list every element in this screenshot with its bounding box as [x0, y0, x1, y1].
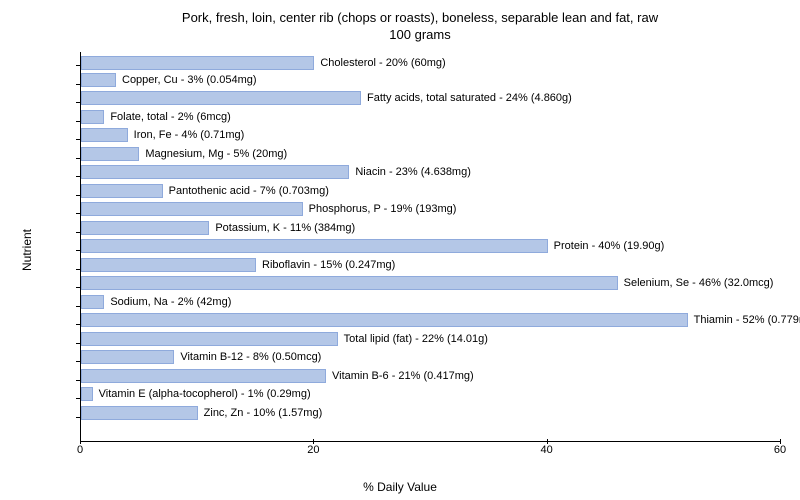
bar-label: Vitamin E (alpha-tocopherol) - 1% (0.29m…: [99, 388, 311, 400]
x-axis-label: % Daily Value: [363, 480, 437, 494]
bar-label: Phosphorus, P - 19% (193mg): [309, 203, 457, 215]
x-tick-label: 0: [77, 444, 83, 456]
bar-label: Vitamin B-12 - 8% (0.50mcg): [180, 351, 321, 363]
bar-row: Total lipid (fat) - 22% (14.01g): [81, 329, 780, 348]
bar: [81, 202, 303, 216]
bar: [81, 110, 104, 124]
bar-row: Iron, Fe - 4% (0.71mg): [81, 126, 780, 145]
bar: [81, 295, 104, 309]
bar: [81, 56, 314, 70]
x-axis-ticks: 0204060: [80, 444, 780, 464]
bar: [81, 350, 174, 364]
bar-row: Selenium, Se - 46% (32.0mcg): [81, 274, 780, 293]
bar-row: Vitamin B-6 - 21% (0.417mg): [81, 366, 780, 385]
bar-label: Zinc, Zn - 10% (1.57mg): [204, 407, 323, 419]
chart-title: Pork, fresh, loin, center rib (chops or …: [60, 10, 780, 44]
bar-label: Magnesium, Mg - 5% (20mg): [145, 148, 287, 160]
bar: [81, 73, 116, 87]
bar: [81, 332, 338, 346]
bar-row: Niacin - 23% (4.638mg): [81, 163, 780, 182]
bar-row: Pantothenic acid - 7% (0.703mg): [81, 181, 780, 200]
x-tick-mark: [80, 439, 81, 444]
bar-row: Cholesterol - 20% (60mg): [81, 52, 780, 71]
bar: [81, 147, 139, 161]
bar-row: Riboflavin - 15% (0.247mg): [81, 255, 780, 274]
bar: [81, 258, 256, 272]
bar: [81, 313, 688, 327]
bar-label: Folate, total - 2% (6mcg): [110, 111, 230, 123]
bar-row: Sodium, Na - 2% (42mg): [81, 292, 780, 311]
bar-row: Vitamin B-12 - 8% (0.50mcg): [81, 348, 780, 367]
bar: [81, 387, 93, 401]
bar-label: Sodium, Na - 2% (42mg): [110, 296, 231, 308]
bar-row: Zinc, Zn - 10% (1.57mg): [81, 403, 780, 422]
bar: [81, 276, 618, 290]
bar-row: Fatty acids, total saturated - 24% (4.86…: [81, 89, 780, 108]
bar-row: Magnesium, Mg - 5% (20mg): [81, 144, 780, 163]
x-tick-label: 20: [307, 444, 319, 456]
title-line-2: 100 grams: [389, 27, 450, 42]
bar-row: Potassium, K - 11% (384mg): [81, 218, 780, 237]
bar-label: Pantothenic acid - 7% (0.703mg): [169, 185, 329, 197]
bar-label: Total lipid (fat) - 22% (14.01g): [344, 333, 488, 345]
bar: [81, 221, 209, 235]
bar: [81, 406, 198, 420]
bar: [81, 239, 548, 253]
bar-label: Copper, Cu - 3% (0.054mg): [122, 74, 257, 86]
chart-container: Pork, fresh, loin, center rib (chops or …: [0, 0, 800, 500]
bar-row: Protein - 40% (19.90g): [81, 237, 780, 256]
bar-label: Cholesterol - 20% (60mg): [320, 57, 445, 69]
bar-label: Niacin - 23% (4.638mg): [355, 166, 471, 178]
bar-label: Iron, Fe - 4% (0.71mg): [134, 129, 245, 141]
bar-label: Potassium, K - 11% (384mg): [215, 222, 355, 234]
bar-row: Folate, total - 2% (6mcg): [81, 107, 780, 126]
x-tick-label: 40: [541, 444, 553, 456]
bar: [81, 184, 163, 198]
title-line-1: Pork, fresh, loin, center rib (chops or …: [182, 10, 658, 25]
bar: [81, 91, 361, 105]
bar: [81, 369, 326, 383]
bar-row: Phosphorus, P - 19% (193mg): [81, 200, 780, 219]
bar-label: Fatty acids, total saturated - 24% (4.86…: [367, 92, 572, 104]
bar-label: Selenium, Se - 46% (32.0mcg): [624, 277, 774, 289]
bar-label: Vitamin B-6 - 21% (0.417mg): [332, 370, 474, 382]
x-tick-mark: [547, 439, 548, 444]
bar: [81, 165, 349, 179]
x-tick-mark: [780, 439, 781, 444]
bar-label: Thiamin - 52% (0.779mg): [694, 314, 800, 326]
plot-area: Cholesterol - 20% (60mg) Copper, Cu - 3% …: [80, 52, 780, 442]
bar: [81, 128, 128, 142]
bar-label: Protein - 40% (19.90g): [554, 240, 665, 252]
bar-label: Riboflavin - 15% (0.247mg): [262, 259, 395, 271]
bar-row: Copper, Cu - 3% (0.054mg): [81, 70, 780, 89]
bar-row: Thiamin - 52% (0.779mg): [81, 311, 780, 330]
bar-row: Vitamin E (alpha-tocopherol) - 1% (0.29m…: [81, 385, 780, 404]
x-tick-mark: [313, 439, 314, 444]
y-axis-label: Nutrient: [20, 229, 34, 271]
x-tick-label: 60: [774, 444, 786, 456]
